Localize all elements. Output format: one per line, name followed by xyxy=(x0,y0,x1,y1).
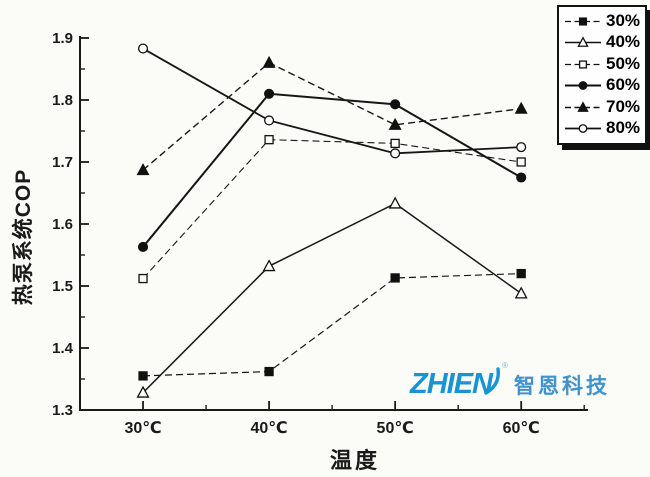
series-line-30% xyxy=(143,273,522,377)
data-point-marker xyxy=(390,148,401,159)
data-point-marker xyxy=(262,259,276,272)
data-point-marker xyxy=(136,385,150,398)
legend-label: 60% xyxy=(606,75,641,95)
legend-marker-square-open xyxy=(565,60,601,69)
data-point-marker xyxy=(578,81,588,91)
data-point-marker xyxy=(578,124,588,134)
legend-label: 80% xyxy=(606,118,641,138)
legend-label: 40% xyxy=(606,32,641,52)
data-point-marker xyxy=(138,273,148,284)
watermark: ZHIEN ® 智恩科技 xyxy=(410,361,610,399)
legend: 30% 40% 50% 60% 70% 80% xyxy=(557,5,647,145)
series-50% xyxy=(138,135,526,284)
legend-item-50%: 50% xyxy=(559,53,645,75)
watermark-logo-text: ZHIEN xyxy=(410,368,493,400)
data-point-marker xyxy=(577,101,589,112)
legend-item-80%: 80% xyxy=(559,118,645,140)
data-point-marker xyxy=(390,138,400,149)
watermark-swoosh-box: ® xyxy=(484,361,512,399)
data-point-marker xyxy=(516,172,527,183)
data-point-marker xyxy=(264,88,275,99)
data-point-marker xyxy=(516,157,526,167)
series-80% xyxy=(137,43,527,159)
series-30% xyxy=(138,268,526,381)
data-point-marker xyxy=(264,366,274,377)
series-line-60% xyxy=(142,92,522,248)
y-tick-label: 1.8 xyxy=(52,92,73,109)
legend-label: 70% xyxy=(606,96,641,116)
legend-label: 50% xyxy=(606,53,641,73)
data-point-marker xyxy=(514,101,528,114)
data-point-marker xyxy=(390,273,400,283)
data-point-marker xyxy=(390,99,401,110)
y-tick-label: 1.7 xyxy=(52,154,73,171)
data-point-marker xyxy=(264,115,275,126)
watermark-registered-mark: ® xyxy=(502,361,508,370)
data-point-marker xyxy=(137,43,149,54)
data-point-marker xyxy=(262,55,276,68)
x-tick-label: 40℃ xyxy=(250,420,287,437)
series-line-50% xyxy=(142,139,522,279)
y-tick-label: 1.9 xyxy=(52,30,73,47)
data-point-marker xyxy=(577,36,589,48)
data-point-marker xyxy=(137,241,149,252)
legend-item-60%: 60% xyxy=(559,75,645,97)
y-tick-label: 1.4 xyxy=(52,340,74,357)
series-40% xyxy=(136,196,528,398)
x-tick-label: 60℃ xyxy=(503,420,540,437)
y-tick-label: 1.3 xyxy=(52,402,73,419)
legend-item-70%: 70% xyxy=(559,96,645,118)
x-tick-label: 50℃ xyxy=(377,420,414,437)
data-point-marker xyxy=(264,135,274,145)
data-point-marker xyxy=(136,163,150,176)
data-point-marker xyxy=(578,60,588,69)
legend-label: 30% xyxy=(606,10,641,30)
legend-marker-square-filled xyxy=(565,17,601,26)
y-tick-label: 1.5 xyxy=(52,278,73,295)
y-tick-label: 1.6 xyxy=(52,216,73,233)
data-point-marker xyxy=(516,268,526,279)
data-point-marker xyxy=(514,286,528,299)
data-point-marker xyxy=(578,17,588,26)
series-line-80% xyxy=(142,47,522,155)
legend-marker-circle-open xyxy=(565,124,601,134)
data-point-marker xyxy=(388,117,402,130)
x-tick-label: 30℃ xyxy=(124,420,161,437)
y-axis-title: 热泵系统COP xyxy=(12,168,35,306)
legend-item-30%: 30% xyxy=(559,10,645,32)
series-line-40% xyxy=(142,202,522,394)
data-point-marker xyxy=(138,371,148,381)
x-axis-title: 温度 xyxy=(329,448,380,473)
legend-item-40%: 40% xyxy=(559,32,645,54)
legend-marker-circle-filled xyxy=(565,81,601,91)
series-line-70% xyxy=(142,61,522,171)
watermark-company-name: 智恩科技 xyxy=(514,374,610,398)
data-point-marker xyxy=(388,196,402,209)
legend-marker-triangle-open xyxy=(565,36,601,48)
legend-marker-triangle-filled xyxy=(565,101,601,112)
watermark-swoosh-icon xyxy=(484,367,500,395)
series-60% xyxy=(137,88,527,252)
data-point-marker xyxy=(516,142,527,153)
series-70% xyxy=(136,55,528,176)
